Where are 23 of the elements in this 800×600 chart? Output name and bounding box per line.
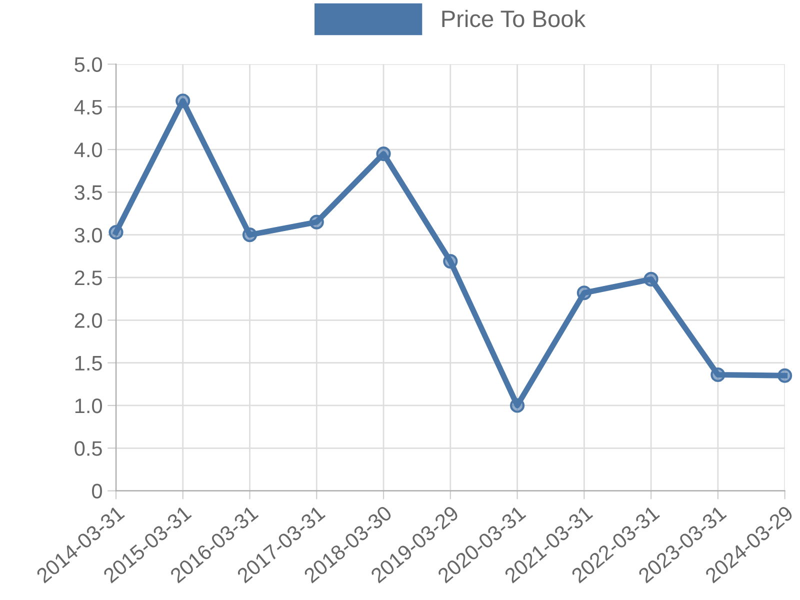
point <box>176 94 190 108</box>
point <box>644 272 658 286</box>
y-tick-label: 1.0 <box>75 398 102 414</box>
y-tick-label: 2.0 <box>74 313 102 328</box>
y-tick-label: 2.5 <box>74 270 102 286</box>
y-tick-label: 4.5 <box>74 100 102 115</box>
y-tick-label: 5.0 <box>74 57 102 72</box>
point <box>710 367 726 382</box>
y-tick-label: 0 <box>92 484 102 499</box>
point <box>309 214 324 230</box>
y-tick-label: 0.5 <box>74 441 102 456</box>
point <box>778 368 792 383</box>
point <box>376 146 391 162</box>
y-tick-label: 3.5 <box>74 185 102 200</box>
point <box>443 254 458 269</box>
y-tick-label: 4.0 <box>74 142 102 158</box>
point <box>242 228 258 242</box>
legend-label: Price To Book <box>442 10 586 28</box>
point <box>576 286 592 300</box>
point <box>108 224 124 240</box>
y-tick-label: 3.0 <box>74 228 102 243</box>
y-tick-label: 1.5 <box>75 356 102 371</box>
point <box>510 398 525 413</box>
